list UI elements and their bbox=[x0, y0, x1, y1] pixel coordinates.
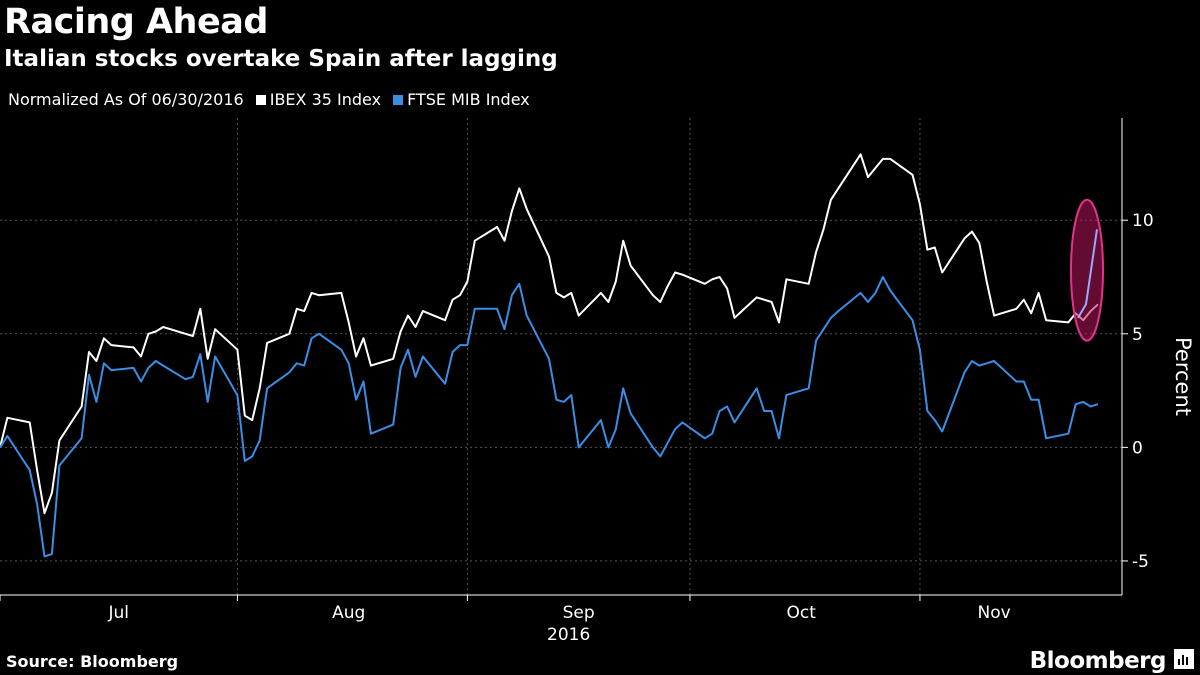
y-tick-label: 5 bbox=[1132, 325, 1143, 345]
x-tick-label: Aug bbox=[332, 603, 365, 623]
x-year-label: 2016 bbox=[547, 625, 590, 645]
y-tick-label: 10 bbox=[1132, 211, 1154, 231]
legend-swatch-ftse bbox=[393, 94, 404, 105]
chart-subtitle: Italian stocks overtake Spain after lagg… bbox=[4, 46, 558, 72]
highlight-ellipse bbox=[1070, 198, 1104, 342]
brand-logo: Bloomberg bbox=[1029, 648, 1167, 674]
x-tick-label: Oct bbox=[787, 603, 817, 623]
x-tick-label: Nov bbox=[978, 603, 1011, 623]
legend: Normalized As Of 06/30/2016 IBEX 35 Inde… bbox=[8, 90, 530, 109]
legend-item-ftse: FTSE MIB Index bbox=[393, 90, 530, 109]
chart-title: Racing Ahead bbox=[4, 2, 268, 42]
legend-label-ftse: FTSE MIB Index bbox=[407, 90, 530, 109]
y-axis-label: Percent bbox=[1171, 337, 1195, 416]
bloomberg-terminal-icon bbox=[1174, 649, 1194, 669]
ibex-35-series-line bbox=[0, 153, 1099, 515]
legend-item-ibex: IBEX 35 Index bbox=[255, 90, 382, 109]
legend-swatch-ibex bbox=[255, 94, 266, 105]
y-tick-label: 0 bbox=[1132, 438, 1143, 458]
y-tick-label: -5 bbox=[1132, 552, 1149, 572]
ftse-mib-series-line bbox=[0, 276, 1099, 558]
x-tick-label: Jul bbox=[107, 603, 129, 623]
x-tick-label: Sep bbox=[563, 603, 595, 623]
legend-note: Normalized As Of 06/30/2016 bbox=[8, 90, 244, 109]
source-note: Source: Bloomberg bbox=[6, 652, 179, 671]
highlight-series-line bbox=[1077, 229, 1098, 319]
legend-label-ibex: IBEX 35 Index bbox=[269, 90, 382, 109]
